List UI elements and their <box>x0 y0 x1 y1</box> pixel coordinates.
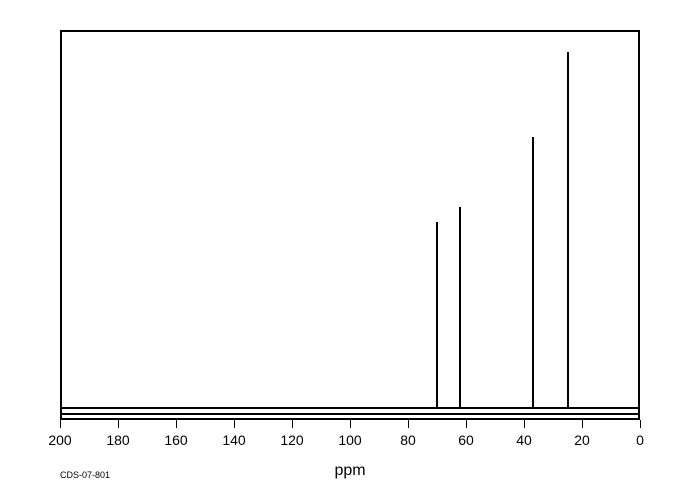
x-tick <box>60 420 61 428</box>
x-axis-label: ppm <box>334 462 365 480</box>
x-tick-label: 140 <box>222 432 245 448</box>
x-tick <box>350 420 351 428</box>
x-tick-label: 0 <box>636 432 644 448</box>
nmr-spectrum-canvas: 200180160140120100806040200 ppm CDS-07-8… <box>0 0 680 500</box>
footer-code: CDS-07-801 <box>60 470 110 480</box>
x-tick <box>408 420 409 428</box>
x-tick <box>466 420 467 428</box>
x-tick <box>582 420 583 428</box>
x-tick-label: 100 <box>338 432 361 448</box>
baseline-upper <box>62 407 638 409</box>
x-tick <box>640 420 641 428</box>
peak-37ppm <box>532 137 534 407</box>
x-tick <box>118 420 119 428</box>
x-tick <box>176 420 177 428</box>
x-tick-label: 40 <box>516 432 532 448</box>
x-tick-label: 200 <box>48 432 71 448</box>
x-tick <box>234 420 235 428</box>
peak-62ppm <box>459 207 461 407</box>
x-tick-label: 20 <box>574 432 590 448</box>
x-tick <box>524 420 525 428</box>
x-tick <box>292 420 293 428</box>
x-tick-label: 120 <box>280 432 303 448</box>
peak-70ppm <box>436 222 438 407</box>
plot-frame <box>60 30 640 420</box>
x-tick-label: 180 <box>106 432 129 448</box>
baseline-lower <box>62 413 638 415</box>
x-tick-label: 60 <box>458 432 474 448</box>
x-tick-label: 160 <box>164 432 187 448</box>
peak-25ppm <box>567 52 569 407</box>
x-tick-label: 80 <box>400 432 416 448</box>
